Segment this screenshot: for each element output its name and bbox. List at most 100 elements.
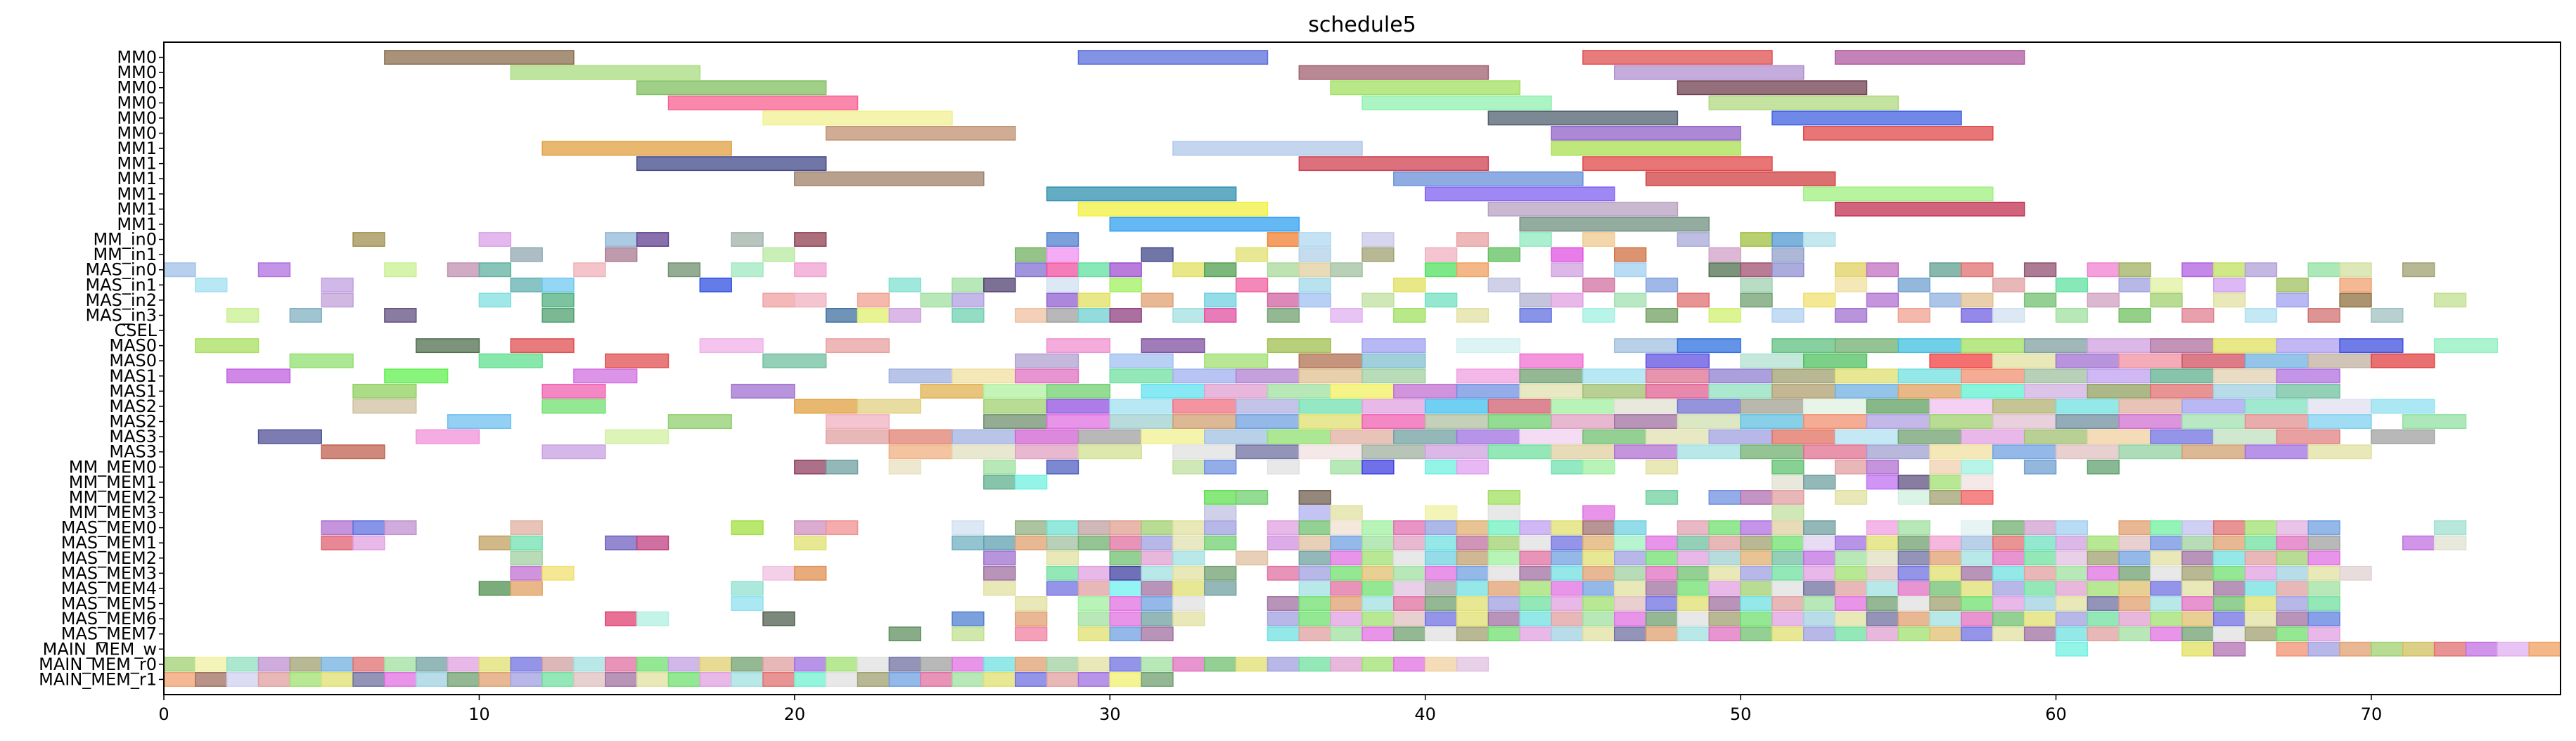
task-bar [1771,429,1836,444]
task-bar [667,262,701,278]
task-bar [1077,611,1111,626]
task-bar [1109,657,1142,672]
task-bar [2023,383,2089,399]
task-bar [2150,383,2215,399]
task-bar [2433,292,2467,308]
task-bar [2307,308,2340,323]
task-bar [384,262,417,278]
y-tick-label: MM_MEM2 [69,487,157,507]
task-bar [1582,550,1615,566]
task-bar [699,671,732,687]
task-bar [1897,581,1930,596]
task-bar [1424,550,1458,566]
task-bar [1551,550,1584,566]
task-bar [1109,308,1142,323]
task-bar [2055,520,2089,536]
task-bar [2307,596,2340,611]
task-bar [1929,475,1962,490]
task-bar [1771,535,1805,550]
y-tick-label: MM_MEM3 [69,503,157,522]
task-bar [1077,520,1111,536]
task-bar [1046,535,1079,550]
task-bar [1361,550,1395,566]
task-bar [731,581,764,596]
task-bar [888,308,921,323]
task-bar [542,444,606,460]
task-bar [1393,277,1426,292]
task-bar [951,657,985,672]
task-bar [2276,277,2309,292]
task-bar [1866,581,1899,596]
task-bar [2181,308,2215,323]
task-bar [2276,429,2340,444]
task-bar [1046,581,1079,596]
task-bar [1929,565,1962,581]
task-bar [1929,262,1962,278]
task-bar [573,368,638,384]
task-bar [1961,489,1994,505]
task-bar [1613,581,1647,596]
task-bar [1708,611,1741,626]
task-bar [2023,581,2057,596]
task-bar [605,671,638,687]
task-bar [2212,520,2246,536]
task-bar [1613,596,1647,611]
task-bar [1961,368,2025,384]
task-bar [2087,338,2151,354]
task-bar [825,671,859,687]
task-bar [1487,505,1520,520]
task-bar [2307,581,2340,596]
task-bar [1803,353,1868,368]
task-bar [1961,565,1994,581]
task-bar [762,353,827,368]
task-bar [1330,657,1363,672]
task-bar [1141,671,1174,687]
task-bar [983,581,1016,596]
task-bar [1771,626,1805,642]
y-axis-tick-labels: MM0MM0MM0MM0MM0MM0MM1MM1MM1MM1MM1MM1MM_i… [39,48,164,689]
task-bar [762,565,795,581]
task-bar [667,657,701,672]
task-bar [1330,520,1363,536]
task-bar [1929,292,1962,308]
task-bar [825,657,859,672]
task-bar [1393,171,1584,186]
task-bar [2150,368,2215,384]
task-bar [888,277,921,292]
task-bar [857,308,890,323]
task-bar [1834,596,1868,611]
task-bar [1330,429,1395,444]
task-bar [1645,429,1710,444]
task-bar [1677,444,1741,460]
task-bar [1771,475,1805,490]
task-bar [2339,292,2372,308]
task-bar [1519,550,1552,566]
task-bar [1267,429,1331,444]
task-bar [1330,535,1363,550]
task-bar [542,383,606,399]
task-bar [1204,383,1269,399]
task-bar [542,277,575,292]
task-bar [1551,535,1584,550]
task-bar [1267,611,1300,626]
task-bar [794,657,827,672]
task-bar [510,565,543,581]
task-bar [2465,641,2499,657]
task-bar [1456,535,1489,550]
task-bar [667,414,732,429]
task-bar [1046,399,1111,414]
task-bar [2402,641,2435,657]
task-bar [1172,535,1205,550]
task-bar [2087,292,2120,308]
task-bar [1834,201,2025,217]
task-bar [983,414,1048,429]
task-bar [257,262,291,278]
task-bar [1172,611,1205,626]
task-bar [1929,581,1962,596]
task-bar [1771,247,1805,262]
task-bar [1424,186,1615,202]
task-bar [1897,535,1930,550]
task-bar [1456,657,1489,672]
task-bar [1172,565,1205,581]
task-bar [2087,459,2120,475]
